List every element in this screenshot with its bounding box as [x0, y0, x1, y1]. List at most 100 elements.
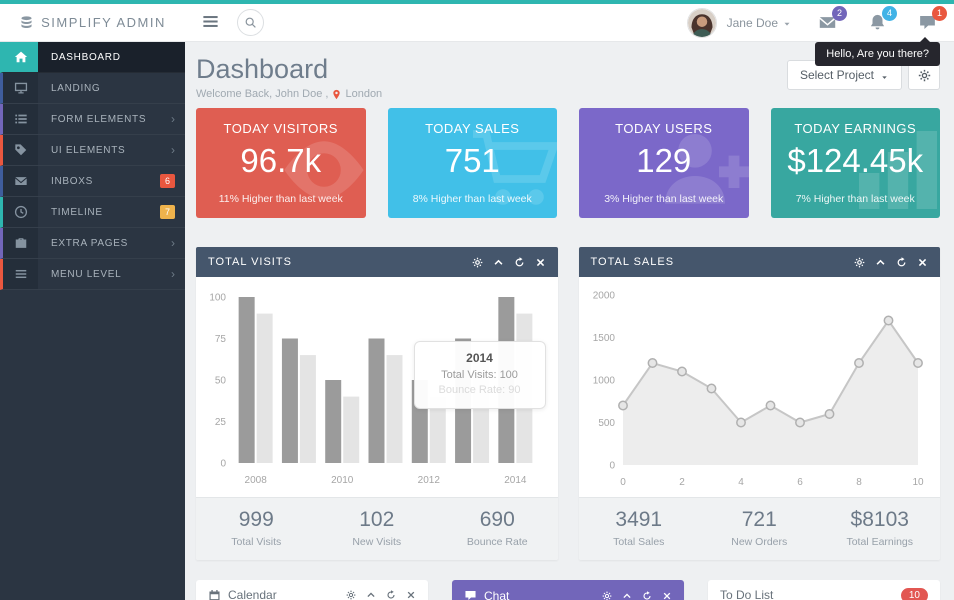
stat-card-today-earnings[interactable]: TODAY EARNINGS $124.45k 7% Higher than las… — [770, 108, 940, 218]
panel-title: TOTAL VISITS — [208, 256, 292, 268]
user-menu[interactable]: Jane Doe — [727, 16, 792, 30]
chevron-up-icon[interactable] — [875, 257, 886, 268]
stat-card-note: 7% Higher than last week — [795, 193, 915, 205]
sidebar-item-label: UI ELEMENTS — [51, 144, 126, 156]
sidebar-item-dashboard[interactable]: DASHBOARD — [0, 42, 185, 73]
sidebar-item-ui-elements[interactable]: UI ELEMENTS › — [0, 135, 185, 166]
chat-icon — [918, 15, 937, 36]
stat-card-today-sales[interactable]: TODAY SALES 751 8% Higher than last week — [387, 108, 557, 218]
tooltip-bounce: Bounce Rate: 90 — [438, 384, 521, 396]
chart-tooltip: 2014 Total Visits: 100 Bounce Rate: 90 — [413, 341, 546, 409]
caret-down-icon — [880, 71, 889, 80]
sidebar-nav: DASHBOARD LANDING FORM ELEMENTS › UI ELEMENT… — [0, 42, 185, 290]
svg-text:2012: 2012 — [418, 475, 441, 486]
page-header: Dashboard Welcome Back, John Doe , Londo… — [196, 54, 940, 100]
svg-text:2014: 2014 — [504, 475, 527, 486]
chat-tooltip: Hello, Are you there? — [815, 37, 940, 66]
chat-panel-header: Chat — [452, 580, 684, 600]
calendar-panel-header: Calendar — [196, 580, 428, 600]
panel-stat-label: New Visits — [352, 536, 402, 548]
stat-card-today-visitors[interactable]: TODAY VISITORS 96.7k 11% Higher than last … — [196, 108, 366, 218]
gear-icon[interactable] — [854, 257, 865, 268]
svg-text:4: 4 — [738, 477, 744, 488]
stat-card-title: TODAY USERS — [615, 121, 713, 136]
chevron-right-icon: › — [171, 112, 175, 126]
svg-text:10: 10 — [912, 477, 924, 488]
close-icon[interactable] — [917, 257, 928, 268]
chevron-up-icon[interactable] — [493, 257, 504, 268]
stat-card-title: TODAY VISITORS — [223, 121, 338, 136]
panel-stat: 3491 Total Sales — [579, 508, 700, 548]
page-title: Dashboard — [196, 54, 329, 84]
location-text: London — [345, 88, 383, 100]
sidebar-item-form-elements[interactable]: FORM ELEMENTS › — [0, 104, 185, 135]
avatar[interactable] — [686, 7, 717, 38]
bar-chart-icon — [850, 122, 940, 218]
svg-text:6: 6 — [797, 477, 803, 488]
svg-text:0: 0 — [609, 461, 615, 472]
panel-stat-label: Total Sales — [613, 536, 665, 548]
notification-badge: 2 — [832, 5, 847, 21]
notification-badge: 1 — [932, 5, 947, 21]
close-icon[interactable] — [662, 591, 672, 600]
stat-card-note: 11% Higher than last week — [218, 193, 343, 205]
panel-tools — [602, 590, 672, 600]
map-pin-icon — [331, 89, 342, 100]
close-icon[interactable] — [535, 257, 546, 268]
total-visits-chart: 0 25 50 75 100 2008 2010 2012 2014 2014 Total Vi… — [196, 277, 558, 497]
gear-icon[interactable] — [602, 591, 612, 600]
todo-title: To Do List — [720, 588, 774, 600]
home-icon — [3, 42, 38, 72]
calendar-panel: Calendar — [196, 580, 428, 600]
chevron-up-icon[interactable] — [622, 591, 632, 600]
user-plus-icon — [659, 122, 749, 218]
menu-toggle-button[interactable] — [193, 10, 227, 36]
search-button[interactable] — [237, 9, 264, 36]
sidebar-item-extra-pages[interactable]: EXTRA PAGES › — [0, 228, 185, 259]
svg-text:2: 2 — [679, 477, 685, 488]
total-visits-stats: 999 Total Visits 102 New Visits 690 Bounce Ra… — [196, 497, 558, 560]
svg-text:500: 500 — [598, 418, 615, 429]
total-visits-panel-header: TOTAL VISITS — [196, 247, 558, 277]
chevron-right-icon: › — [171, 143, 175, 157]
chevron-up-icon[interactable] — [366, 590, 376, 600]
monitor-icon — [3, 73, 38, 103]
panel-stat: $8103 Total Earnings — [820, 508, 941, 548]
sidebar: DASHBOARD LANDING FORM ELEMENTS › UI ELEMENT… — [0, 42, 185, 600]
panel-stat-value: $8103 — [850, 508, 909, 531]
panel-stat-value: 102 — [359, 508, 395, 531]
refresh-icon[interactable] — [896, 256, 907, 268]
panel-stat: 102 New Visits — [317, 508, 438, 548]
sidebar-item-menu-level[interactable]: MENU LEVEL › — [0, 259, 185, 290]
panel-stat-value: 3491 — [615, 508, 663, 531]
sidebar-item-landing[interactable]: LANDING — [0, 73, 185, 104]
stat-card-value: 129 — [636, 142, 692, 179]
sidebar-item-timeline[interactable]: TIMELINE 7 — [0, 197, 185, 228]
refresh-icon[interactable] — [386, 590, 396, 600]
refresh-icon[interactable] — [642, 590, 652, 600]
alerts-button[interactable]: 4 — [868, 5, 897, 33]
chevron-right-icon: › — [171, 236, 175, 250]
stat-card-note: 3% Higher than last week — [604, 193, 724, 205]
stat-card-value: $124.45k — [787, 142, 924, 179]
refresh-icon[interactable] — [514, 256, 525, 268]
sidebar-item-label: EXTRA PAGES — [51, 237, 128, 249]
chat-button[interactable]: 1 — [918, 5, 947, 36]
close-icon[interactable] — [406, 590, 416, 600]
sidebar-item-inboxs[interactable]: INBOXS 6 — [0, 166, 185, 197]
main-content: Dashboard Welcome Back, John Doe , Londo… — [185, 42, 954, 600]
gear-icon[interactable] — [346, 590, 356, 600]
gear-icon[interactable] — [472, 257, 483, 268]
tooltip-visits: Total Visits: 100 — [441, 369, 518, 381]
messages-button[interactable]: 2 — [818, 5, 847, 33]
stat-card-today-users[interactable]: TODAY USERS 129 3% Higher than last week — [579, 108, 749, 218]
chat-panel: Chat — [452, 580, 684, 600]
panel-stat: 721 New Orders — [699, 508, 820, 548]
panel-stat-value: 721 — [741, 508, 777, 531]
panel-stat-label: Bounce Rate — [466, 536, 528, 548]
topbar: SIMPLIFY ADMIN Jane Doe 2 4 1 — [0, 0, 954, 42]
stat-card-value: 751 — [444, 142, 500, 179]
bottom-panels-row: Calendar Chat To Do List 10 — [196, 580, 940, 600]
stat-card-title: TODAY EARNINGS — [794, 121, 917, 136]
